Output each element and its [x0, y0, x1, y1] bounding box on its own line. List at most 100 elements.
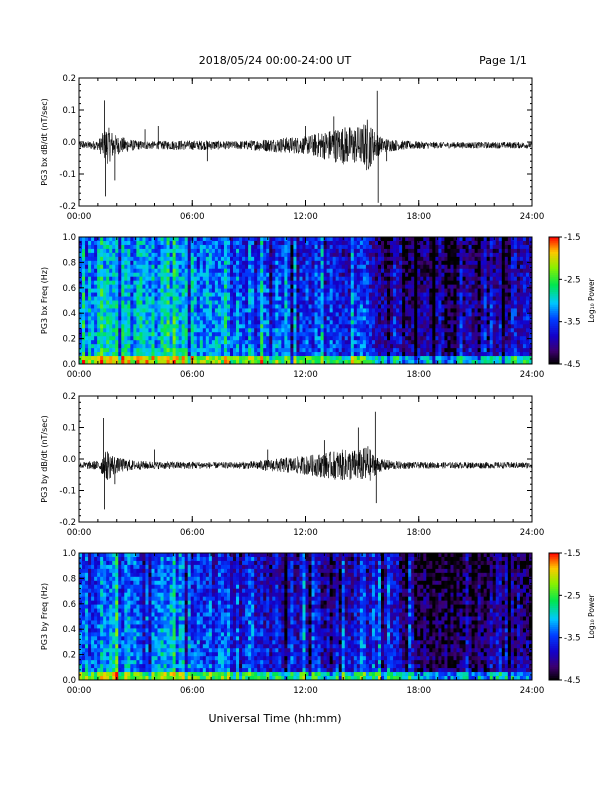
- spectrogram-cell: [133, 237, 137, 242]
- spectrogram-cell: [405, 324, 409, 329]
- spectrogram-cell: [220, 260, 225, 266]
- spectrogram-cell: [353, 252, 358, 258]
- spectrogram-cell: [166, 348, 170, 353]
- spectrogram-cell: [79, 320, 83, 325]
- spectrogram-cell: [447, 288, 451, 293]
- spectrogram-cell: [187, 248, 192, 254]
- spectrogram-cell: [269, 256, 273, 262]
- spectrogram-cell: [399, 324, 403, 329]
- spectrogram-cell: [344, 248, 349, 254]
- spectrogram-cell: [495, 336, 500, 341]
- spectrogram-cell: [302, 276, 306, 282]
- spectrogram-cell: [151, 292, 155, 297]
- spectrogram-cell: [257, 300, 261, 305]
- spectrogram-cell: [154, 244, 158, 250]
- spectrogram-cell: [187, 300, 192, 305]
- spectrogram-cell: [115, 348, 119, 353]
- spectrogram-cell: [154, 344, 158, 349]
- spectrogram-cell: [353, 256, 358, 262]
- spectrogram-cell: [184, 288, 189, 293]
- spectrogram-cell: [272, 308, 276, 313]
- spectrogram-cell: [269, 280, 273, 286]
- spectrogram-cell: [459, 312, 463, 317]
- spectrogram-cell: [236, 300, 240, 305]
- spectrogram-cell: [118, 248, 122, 254]
- spectrogram-cell: [199, 308, 204, 313]
- spectrogram-cell: [190, 240, 195, 246]
- spectrogram-cell: [230, 280, 234, 286]
- spectrogram-cell: [492, 260, 497, 266]
- spectrogram-cell: [368, 352, 373, 357]
- spectrogram-cell: [230, 296, 234, 301]
- spectrogram-cell: [302, 340, 306, 345]
- spectrogram-cell: [347, 344, 352, 349]
- spectrogram-cell: [281, 248, 285, 254]
- spectrogram-cell: [133, 348, 137, 353]
- spectrogram-cell: [516, 336, 521, 341]
- spectrogram-cell: [115, 344, 119, 349]
- spectrogram-cell: [501, 288, 506, 293]
- spectrogram-cell: [187, 312, 192, 317]
- spectrogram-cell: [507, 276, 512, 282]
- spectrogram-cell: [522, 300, 527, 305]
- spectrogram-cell: [359, 240, 364, 246]
- spectrogram-cell: [338, 284, 343, 289]
- spectrogram-cell: [263, 256, 267, 262]
- spectrogram-cell: [308, 328, 312, 333]
- spectrogram-cell: [326, 336, 331, 341]
- spectrogram-cell: [420, 336, 424, 341]
- spectrogram-cell: [435, 336, 439, 341]
- spectrogram-cell: [465, 300, 469, 305]
- spectrogram-cell: [332, 237, 337, 242]
- spectrogram-cell: [305, 280, 309, 286]
- spectrogram-cell: [377, 328, 382, 333]
- spectrogram-cell: [519, 352, 524, 357]
- spectrogram-cell: [311, 312, 315, 317]
- spectrogram-cell: [381, 348, 385, 353]
- spectrogram-cell: [396, 296, 400, 301]
- spectrogram-cell: [426, 336, 430, 341]
- spectrogram-cell: [516, 272, 521, 278]
- spectrogram-cell: [399, 284, 403, 289]
- spectrogram-cell: [510, 344, 515, 349]
- spectrogram-cell: [350, 344, 355, 349]
- spectrogram-cell: [492, 348, 497, 353]
- spectrogram-cell: [278, 288, 282, 293]
- spectrogram-cell: [269, 312, 273, 317]
- spectrogram-cell: [305, 328, 309, 333]
- spectrogram-cell: [507, 352, 512, 357]
- spectrogram-cell: [417, 320, 421, 325]
- spectrogram-cell: [85, 260, 89, 266]
- spectrogram-cell: [281, 268, 285, 274]
- spectrogram-cell: [230, 316, 234, 321]
- spectrogram-cell: [233, 276, 237, 282]
- spectrogram-cell: [471, 244, 476, 250]
- spectrogram-cell: [248, 328, 252, 333]
- spectrogram-cell: [145, 304, 149, 309]
- spectrogram-cell: [435, 252, 439, 258]
- spectrogram-cell: [181, 356, 186, 361]
- spectrogram-cell: [405, 336, 409, 341]
- spectrogram-cell: [356, 292, 361, 297]
- spectrogram-cell: [399, 312, 403, 317]
- spectrogram-cell: [525, 280, 530, 286]
- spectrogram-cell: [272, 264, 276, 270]
- colorbar-swatch: [549, 342, 559, 346]
- spectrogram-cell: [390, 324, 394, 329]
- spectrogram-cell: [353, 312, 358, 317]
- spectrogram-cell: [196, 272, 201, 278]
- spectrogram-cell: [459, 328, 463, 333]
- spectrogram-cell: [181, 237, 186, 242]
- spectrogram-cell: [317, 332, 321, 337]
- spectrogram-cell: [217, 328, 222, 333]
- spectrogram-cell: [257, 260, 261, 266]
- spectrogram-cell: [202, 324, 207, 329]
- spectrogram-cell: [88, 352, 92, 357]
- spectrogram-cell: [115, 300, 119, 305]
- spectrogram-cell: [299, 260, 303, 266]
- spectrogram-cell: [242, 272, 246, 278]
- spectrogram-cell: [320, 252, 325, 258]
- spectrogram-cell: [347, 292, 352, 297]
- spectrogram-cell: [175, 284, 180, 289]
- spectrogram-cell: [142, 237, 146, 242]
